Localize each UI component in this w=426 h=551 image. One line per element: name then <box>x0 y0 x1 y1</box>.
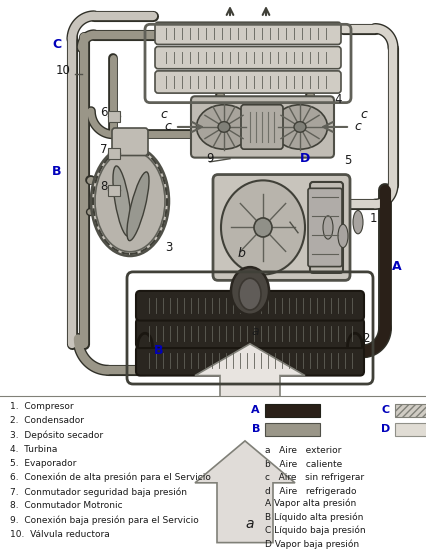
Polygon shape <box>195 344 304 405</box>
Text: 10.  Válvula reductora: 10. Válvula reductora <box>10 530 109 538</box>
Ellipse shape <box>272 105 327 149</box>
Text: B: B <box>52 165 61 177</box>
Ellipse shape <box>218 122 230 132</box>
Text: a   Aire   exterior: a Aire exterior <box>265 446 340 455</box>
Text: 4: 4 <box>333 93 341 106</box>
FancyBboxPatch shape <box>136 346 363 376</box>
FancyBboxPatch shape <box>213 175 349 280</box>
Text: C Líquido baja presión: C Líquido baja presión <box>265 526 365 536</box>
Text: 2: 2 <box>361 332 368 345</box>
Ellipse shape <box>221 180 304 274</box>
Text: c: c <box>160 109 167 121</box>
Text: 3.  Depósito secador: 3. Depósito secador <box>10 430 103 440</box>
Text: 9.  Conexión baja presión para el Servicio: 9. Conexión baja presión para el Servici… <box>10 515 198 525</box>
Bar <box>108 111 120 122</box>
Ellipse shape <box>239 278 260 310</box>
Text: C: C <box>381 406 389 415</box>
Text: 3: 3 <box>164 241 172 253</box>
Text: 8: 8 <box>100 180 107 193</box>
Text: c: c <box>353 121 360 133</box>
Ellipse shape <box>95 150 164 252</box>
Text: 6.  Conexión de alta presión para el Servicio: 6. Conexión de alta presión para el Serv… <box>10 473 210 482</box>
Text: B: B <box>154 344 163 358</box>
Polygon shape <box>195 441 294 543</box>
Bar <box>394 404 426 417</box>
Bar <box>265 404 319 417</box>
Text: c   Aire   sin refrigerar: c Aire sin refrigerar <box>265 473 363 482</box>
Text: D Vapor baja presión: D Vapor baja presión <box>265 539 358 549</box>
Text: a: a <box>250 325 258 338</box>
Ellipse shape <box>230 267 268 315</box>
Ellipse shape <box>337 224 347 247</box>
Text: C: C <box>52 37 61 51</box>
Text: 7: 7 <box>100 143 107 156</box>
Text: d   Aire   refrigerado: d Aire refrigerado <box>265 487 356 496</box>
Text: c: c <box>359 109 366 121</box>
FancyBboxPatch shape <box>155 22 340 45</box>
FancyBboxPatch shape <box>309 182 342 273</box>
FancyBboxPatch shape <box>240 105 282 149</box>
Ellipse shape <box>127 172 149 241</box>
FancyBboxPatch shape <box>307 188 341 267</box>
Text: D: D <box>380 424 389 434</box>
FancyBboxPatch shape <box>136 318 363 348</box>
FancyBboxPatch shape <box>155 46 340 69</box>
Text: 2.  Condensador: 2. Condensador <box>10 416 84 425</box>
Bar <box>265 423 319 436</box>
Text: A: A <box>391 260 401 273</box>
Text: B Líquido alta presión: B Líquido alta presión <box>265 512 363 522</box>
Text: 6: 6 <box>100 106 107 120</box>
Text: c: c <box>164 121 170 133</box>
Text: 9: 9 <box>205 152 213 165</box>
Text: A Vapor alta presión: A Vapor alta presión <box>265 499 355 508</box>
Ellipse shape <box>113 166 131 236</box>
Text: B: B <box>251 424 259 434</box>
Ellipse shape <box>196 105 251 149</box>
Text: 5: 5 <box>343 154 351 167</box>
FancyBboxPatch shape <box>112 128 148 155</box>
Text: 10: 10 <box>56 64 71 77</box>
Bar <box>394 423 426 436</box>
Ellipse shape <box>91 146 169 256</box>
Bar <box>108 148 120 159</box>
Text: 7.  Conmutador seguridad baja presión: 7. Conmutador seguridad baja presión <box>10 487 187 496</box>
Text: b   Aire   caliente: b Aire caliente <box>265 460 342 469</box>
Text: A: A <box>251 406 259 415</box>
FancyBboxPatch shape <box>155 71 340 93</box>
Text: D: D <box>299 152 310 165</box>
Text: b: b <box>237 247 245 260</box>
Ellipse shape <box>322 216 332 239</box>
Text: 8.  Conmutador Motronic: 8. Conmutador Motronic <box>10 501 122 510</box>
Ellipse shape <box>352 210 362 234</box>
Text: 1.  Compresor: 1. Compresor <box>10 402 73 411</box>
FancyBboxPatch shape <box>136 291 363 321</box>
Ellipse shape <box>253 218 271 237</box>
Text: 4.  Turbina: 4. Turbina <box>10 445 57 453</box>
Text: 1: 1 <box>369 212 377 225</box>
FancyBboxPatch shape <box>190 96 333 158</box>
Text: a: a <box>245 517 253 531</box>
Ellipse shape <box>294 122 305 132</box>
Text: 5.  Evaporador: 5. Evaporador <box>10 459 76 468</box>
Bar <box>108 185 120 196</box>
